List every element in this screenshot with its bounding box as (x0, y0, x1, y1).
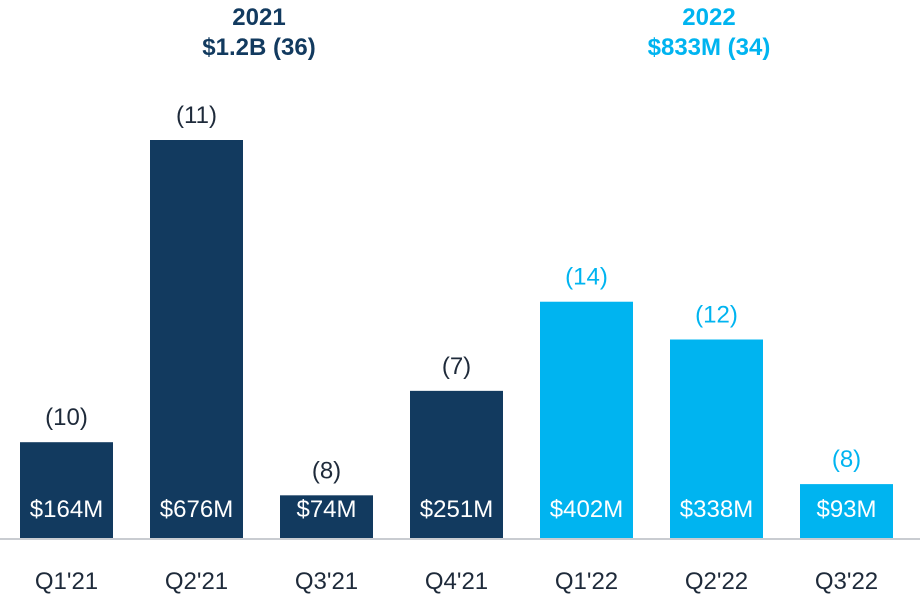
bar-value-label: $402M (550, 496, 623, 523)
x-tick-label: Q1'22 (555, 568, 618, 595)
bar (800, 484, 893, 539)
bar-count-label: (11) (176, 102, 217, 129)
bars-layer (20, 140, 893, 539)
x-tick-label: Q2'22 (685, 568, 748, 595)
bar-count-label: (8) (832, 446, 861, 473)
year-2021-header: 2021 $1.2B (36) (159, 3, 359, 63)
bar-value-label: $164M (30, 496, 103, 523)
labels-layer: $164M (10) Q1'21 $676M (11) Q2'21 $74M (8) Q3'21… (30, 102, 878, 595)
year-2022-summary: $833M (34) (647, 34, 771, 61)
x-tick-label: Q1'21 (35, 568, 98, 595)
year-2022-header: 2022 $833M (34) (609, 3, 809, 63)
year-2021-label: 2021 (232, 4, 286, 31)
bar-count-label: (7) (442, 353, 471, 380)
bar (280, 495, 373, 539)
x-tick-label: Q3'22 (815, 568, 878, 595)
bar-count-label: (8) (312, 457, 341, 484)
bar (540, 301, 633, 539)
bar-value-label: $338M (680, 496, 753, 523)
bar-count-label: (10) (45, 404, 88, 431)
x-tick-label: Q4'21 (425, 568, 488, 595)
bar-count-label: (12) (695, 302, 738, 329)
bar-value-label: $251M (420, 496, 493, 523)
bar (20, 442, 113, 539)
bar (410, 390, 503, 539)
year-2021-summary: $1.2B (36) (202, 34, 316, 61)
bar (150, 140, 243, 539)
bar-value-label: $74M (296, 496, 356, 523)
x-tick-label: Q3'21 (295, 568, 358, 595)
bar-count-label: (14) (565, 264, 608, 291)
year-2022-label: 2022 (682, 4, 736, 31)
bar-value-label: $676M (160, 496, 233, 523)
bar-value-label: $93M (816, 496, 876, 523)
bar (670, 339, 763, 539)
x-tick-label: Q2'21 (165, 568, 228, 595)
